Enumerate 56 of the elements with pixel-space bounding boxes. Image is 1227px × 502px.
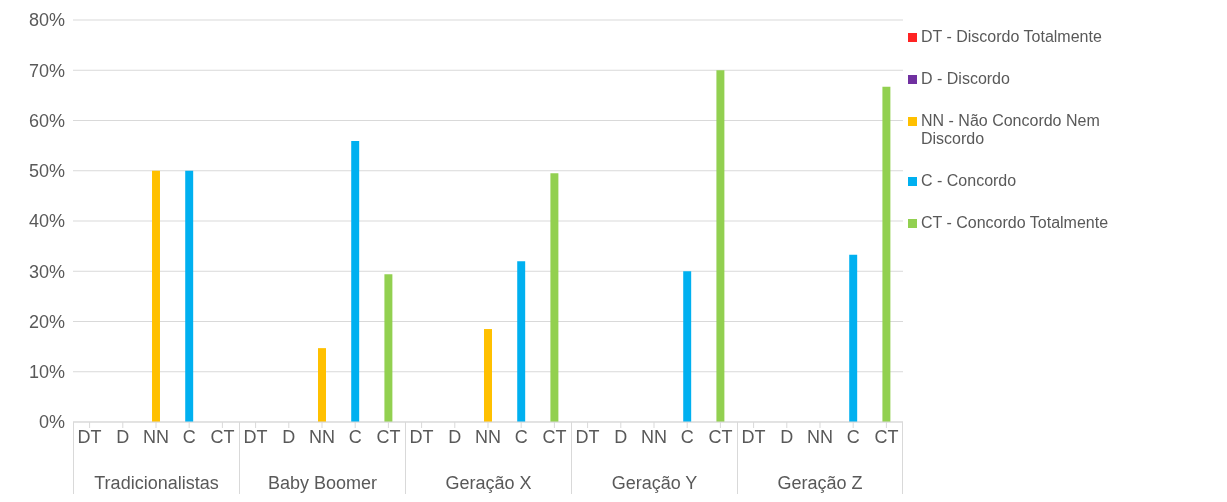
legend-label: D - Discordo: [921, 70, 1011, 88]
x-tick-label: C: [348, 426, 362, 447]
x-tick-label: DT: [741, 426, 766, 447]
bar: [683, 271, 692, 422]
bar: [517, 261, 526, 422]
y-tick-label: 70%: [28, 60, 65, 81]
y-tick-label: 60%: [28, 110, 65, 131]
x-tick-label: CT: [874, 426, 899, 447]
y-tick-label: 50%: [28, 161, 65, 182]
x-tick-label: C: [182, 426, 196, 447]
x-tick-label: CT: [542, 426, 567, 447]
x-tick-label: C: [846, 426, 860, 447]
text: Geração Y: [610, 473, 699, 494]
bar: [185, 170, 194, 422]
y-tick-label: 20%: [28, 311, 65, 332]
x-tick-label: D: [116, 426, 130, 447]
bar: [882, 86, 891, 422]
legend-label: CT - Concordo Totalmente: [921, 214, 1110, 232]
x-tick-label: C: [514, 426, 528, 447]
legend-label: NN - Não Concordo Nem Discordo: [921, 112, 1101, 148]
x-tick-label: D: [448, 426, 462, 447]
bar: [384, 274, 393, 422]
x-tick-label: NN: [641, 426, 667, 447]
bar: [716, 70, 725, 422]
legend-label: DT - Discordo Totalmente: [921, 28, 1103, 46]
x-tick-label: NN: [475, 426, 501, 447]
x-tick-label: NN: [807, 426, 833, 447]
x-tick-label: NN: [309, 426, 335, 447]
bar: [318, 348, 326, 422]
x-tick-label: DT: [77, 426, 102, 447]
x-tick-label: NN: [143, 426, 169, 447]
x-tick-label: CT: [708, 426, 733, 447]
y-tick-label: 0%: [38, 412, 65, 433]
x-tick-label: CT: [210, 426, 235, 447]
x-tick-label: DT: [243, 426, 268, 447]
text: Geração X: [444, 473, 533, 494]
text: Geração Z: [776, 473, 864, 494]
y-tick-label: 10%: [28, 362, 65, 383]
x-tick-label: C: [680, 426, 694, 447]
x-tick-label: D: [614, 426, 628, 447]
y-tick-label: 40%: [28, 211, 65, 232]
bar: [849, 254, 858, 422]
y-tick-label: 80%: [28, 10, 65, 31]
legend-label: C - Concordo: [921, 172, 1018, 190]
x-tick-label: DT: [575, 426, 600, 447]
bar: [484, 329, 492, 422]
bar: [351, 141, 360, 422]
x-tick-label: D: [780, 426, 794, 447]
bar: [550, 173, 559, 422]
text: Tradicionalistas: [93, 473, 220, 494]
bar: [152, 170, 160, 422]
x-tick-label: CT: [376, 426, 401, 447]
x-tick-label: D: [282, 426, 296, 447]
text: Baby Boomer: [266, 473, 379, 494]
y-tick-label: 30%: [28, 261, 65, 282]
x-tick-label: DT: [409, 426, 434, 447]
